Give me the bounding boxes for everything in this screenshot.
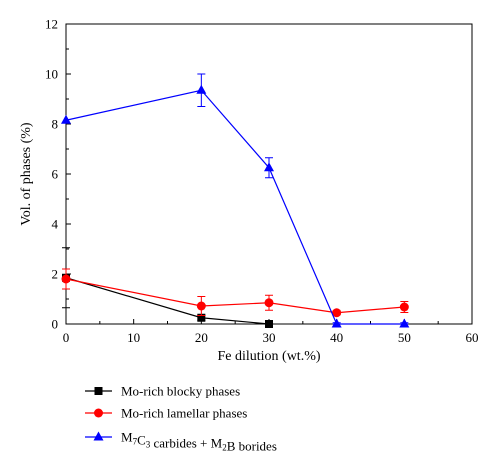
series-circle bbox=[61, 268, 409, 318]
x-tick-label: 0 bbox=[63, 330, 70, 345]
legend-label-part: C bbox=[137, 433, 146, 448]
axis-ticks: 0 10 20 30 40 50 60 0 2 4 6 8 10 12 bbox=[45, 17, 479, 346]
data-point bbox=[264, 298, 274, 308]
data-series bbox=[61, 73, 410, 328]
data-point bbox=[399, 302, 409, 312]
legend-label: Mo-rich lamellar phases bbox=[121, 406, 247, 421]
data-point bbox=[399, 318, 410, 328]
legend-label-part: carbides + M bbox=[150, 436, 222, 451]
legend-swatch-marker bbox=[93, 431, 104, 441]
x-axis-label: Fe dilution (wt.%) bbox=[217, 349, 320, 364]
legend-subscript: 2 bbox=[222, 443, 227, 453]
x-tick-label: 60 bbox=[466, 330, 479, 345]
y-tick-label: 4 bbox=[52, 217, 59, 232]
series-square bbox=[62, 247, 273, 328]
y-tick-label: 10 bbox=[45, 67, 58, 82]
y-tick-label: 0 bbox=[52, 317, 59, 332]
series-line bbox=[65, 278, 405, 314]
data-point bbox=[196, 301, 206, 311]
legend-swatch-marker bbox=[94, 408, 103, 418]
legend-item: Mo-rich blocky phases bbox=[85, 384, 240, 399]
data-point bbox=[196, 84, 207, 94]
y-tick-label: 6 bbox=[52, 167, 59, 182]
x-tick-label: 30 bbox=[263, 330, 276, 345]
legend-label-part: Mo-rich lamellar phases bbox=[121, 406, 247, 421]
data-point bbox=[265, 320, 273, 328]
data-point bbox=[332, 308, 342, 318]
y-tick-label: 12 bbox=[45, 17, 58, 32]
x-tick-label: 10 bbox=[127, 330, 140, 345]
y-tick-label: 2 bbox=[52, 267, 59, 282]
series-triangle bbox=[61, 73, 410, 328]
data-point bbox=[331, 318, 342, 328]
x-tick-label: 50 bbox=[398, 330, 411, 345]
data-point bbox=[264, 162, 274, 172]
data-point bbox=[61, 274, 71, 284]
y-tick-label: 8 bbox=[52, 117, 59, 132]
legend-label-part: M bbox=[121, 430, 133, 445]
x-tick-label: 40 bbox=[330, 330, 343, 345]
data-point bbox=[61, 114, 71, 124]
legend: Mo-rich blocky phases Mo-rich lamellar ph… bbox=[85, 384, 277, 454]
legend-label-part: B borides bbox=[227, 439, 277, 454]
x-tick-label: 20 bbox=[195, 330, 208, 345]
legend-label-part: Mo-rich blocky phases bbox=[121, 384, 240, 399]
legend-subscript: 7 bbox=[133, 437, 138, 447]
legend-label: M7C3 carbides + M2B borides bbox=[121, 430, 277, 454]
legend-item: Mo-rich lamellar phases bbox=[85, 406, 247, 421]
y-axis-label: Vol. of phases (%) bbox=[19, 122, 34, 226]
legend-item: M7C3 carbides + M2B borides bbox=[85, 430, 277, 454]
legend-subscript: 3 bbox=[146, 440, 151, 450]
legend-label: Mo-rich blocky phases bbox=[121, 384, 240, 399]
data-point bbox=[197, 313, 206, 322]
legend-swatch-marker bbox=[94, 387, 103, 395]
